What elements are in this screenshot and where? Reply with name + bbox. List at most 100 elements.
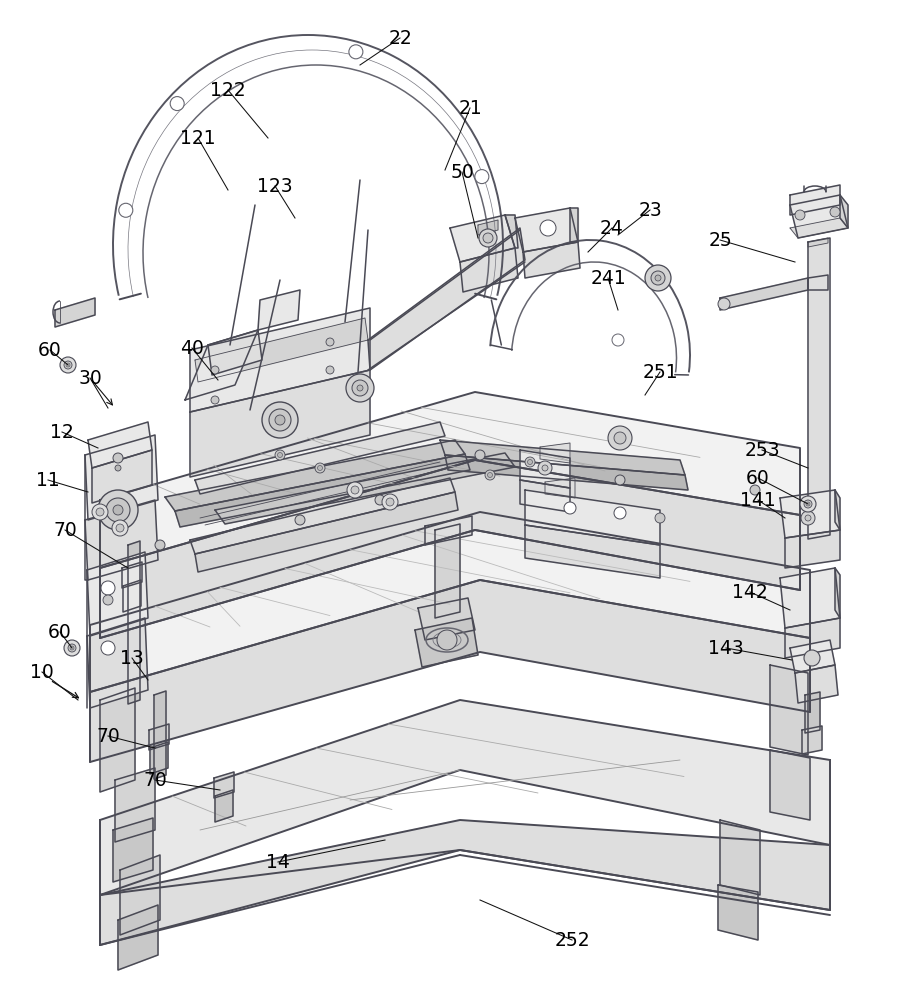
Text: 11: 11 <box>36 471 60 489</box>
Circle shape <box>318 466 322 471</box>
Polygon shape <box>808 238 830 539</box>
Text: 60: 60 <box>38 340 62 360</box>
Circle shape <box>485 470 495 480</box>
Circle shape <box>564 502 576 514</box>
Polygon shape <box>835 568 840 618</box>
Circle shape <box>211 396 219 404</box>
Polygon shape <box>123 580 141 612</box>
Polygon shape <box>720 278 808 310</box>
Circle shape <box>483 233 493 243</box>
Polygon shape <box>100 460 800 638</box>
Polygon shape <box>215 453 515 524</box>
Polygon shape <box>128 541 140 704</box>
Polygon shape <box>100 688 135 792</box>
Circle shape <box>269 409 291 431</box>
Circle shape <box>479 229 497 247</box>
Polygon shape <box>87 552 148 636</box>
Circle shape <box>277 452 283 458</box>
Polygon shape <box>720 820 760 895</box>
Circle shape <box>540 220 556 236</box>
Circle shape <box>542 465 548 471</box>
Polygon shape <box>770 665 808 755</box>
Text: 50: 50 <box>450 162 474 182</box>
Circle shape <box>211 366 219 374</box>
Circle shape <box>801 511 815 525</box>
Polygon shape <box>100 700 830 895</box>
Text: 30: 30 <box>78 368 101 387</box>
Circle shape <box>357 385 363 391</box>
Polygon shape <box>85 500 158 580</box>
Polygon shape <box>795 665 838 703</box>
Polygon shape <box>120 855 160 935</box>
Circle shape <box>125 510 135 520</box>
Polygon shape <box>92 450 152 503</box>
Polygon shape <box>115 768 155 842</box>
Circle shape <box>538 461 552 475</box>
Circle shape <box>386 498 394 506</box>
Polygon shape <box>790 218 848 238</box>
Polygon shape <box>840 195 848 228</box>
Text: 10: 10 <box>31 662 54 682</box>
Text: 21: 21 <box>458 99 482 117</box>
Polygon shape <box>149 724 169 750</box>
Circle shape <box>315 463 325 473</box>
Circle shape <box>347 482 363 498</box>
Circle shape <box>806 502 810 506</box>
Circle shape <box>718 298 730 310</box>
Circle shape <box>101 641 115 655</box>
Circle shape <box>349 45 363 59</box>
Text: 251: 251 <box>642 362 678 381</box>
Circle shape <box>375 495 385 505</box>
Text: 123: 123 <box>257 176 293 196</box>
Circle shape <box>614 507 626 519</box>
Circle shape <box>326 338 334 346</box>
Text: 70: 70 <box>96 726 119 746</box>
Circle shape <box>612 334 624 346</box>
Polygon shape <box>780 568 840 628</box>
Polygon shape <box>808 238 828 247</box>
Text: 252: 252 <box>554 930 590 950</box>
Text: 60: 60 <box>48 622 72 642</box>
Polygon shape <box>55 298 95 327</box>
Polygon shape <box>770 750 810 820</box>
Polygon shape <box>835 490 840 530</box>
Circle shape <box>437 630 457 650</box>
Polygon shape <box>790 195 848 238</box>
Polygon shape <box>790 185 840 215</box>
Circle shape <box>64 361 72 369</box>
Polygon shape <box>445 455 688 490</box>
Circle shape <box>608 426 632 450</box>
Circle shape <box>155 540 165 550</box>
Polygon shape <box>415 618 478 667</box>
Circle shape <box>275 415 285 425</box>
Polygon shape <box>520 480 570 512</box>
Circle shape <box>382 494 398 510</box>
Circle shape <box>116 524 124 532</box>
Text: 13: 13 <box>120 648 144 668</box>
Text: 24: 24 <box>600 219 624 237</box>
Text: 122: 122 <box>210 81 246 100</box>
Circle shape <box>262 402 298 438</box>
Circle shape <box>113 453 123 463</box>
Polygon shape <box>195 492 458 572</box>
Text: 22: 22 <box>388 28 412 47</box>
Circle shape <box>615 475 625 485</box>
Circle shape <box>645 265 671 291</box>
Polygon shape <box>450 215 515 262</box>
Text: 23: 23 <box>638 200 662 220</box>
Polygon shape <box>85 435 158 520</box>
Circle shape <box>488 473 492 478</box>
Text: 70: 70 <box>143 770 167 790</box>
Polygon shape <box>435 524 460 618</box>
Polygon shape <box>100 392 800 568</box>
Polygon shape <box>87 618 148 708</box>
Circle shape <box>96 508 104 516</box>
Polygon shape <box>805 692 820 733</box>
Text: 60: 60 <box>746 468 770 488</box>
Polygon shape <box>545 478 575 498</box>
Circle shape <box>805 515 811 521</box>
Polygon shape <box>460 248 518 292</box>
Circle shape <box>614 432 626 444</box>
Polygon shape <box>418 598 475 640</box>
Circle shape <box>275 450 285 460</box>
